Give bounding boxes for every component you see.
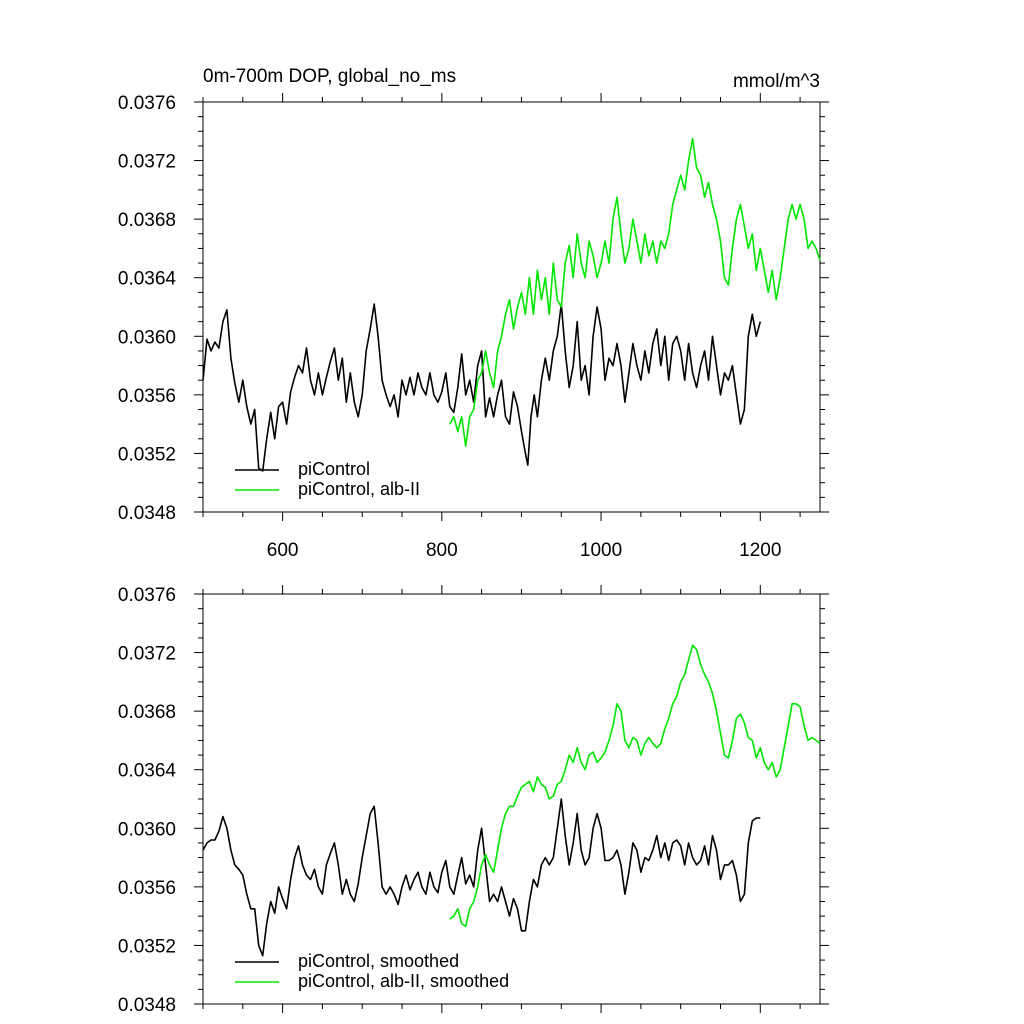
plot-frame [202, 101, 821, 513]
plot-frame [202, 593, 821, 1005]
y-tick-label: 0.0368 [118, 702, 176, 723]
y-tick-label: 0.0364 [118, 269, 177, 290]
y-tick-label: 0.0360 [118, 327, 176, 348]
y-tick-label: 0.0364 [118, 761, 177, 782]
y-tick-label: 0.0356 [118, 386, 176, 407]
legend-label: piControl, alb-II [298, 479, 420, 499]
series-line-picontrol-alb-ii [449, 137, 821, 447]
x-tick-label: 1000 [580, 540, 622, 561]
y-tick-label: 0.0356 [118, 878, 176, 899]
series-line-picontrol-smoothed [202, 798, 761, 957]
y-tick-label: 0.0368 [118, 210, 176, 231]
figure-title: 0m-700m DOP, global_no_ms [203, 66, 456, 87]
y-tick-label: 0.0352 [118, 444, 176, 465]
x-tick-label: 600 [267, 540, 299, 561]
y-tick-label: 0.0348 [118, 503, 176, 524]
x-tick-label: 1200 [739, 540, 781, 561]
y-tick-label: 0.0376 [118, 585, 176, 606]
units-label: mmol/m^3 [733, 71, 820, 92]
y-tick-label: 0.0372 [118, 644, 176, 665]
top-panel: 0.0348 0.0352 0.0356 0.0360 0.0364 0.0368 0.03… [118, 93, 829, 561]
legend-label: piControl [298, 459, 370, 479]
y-tick-label: 0.0352 [118, 936, 176, 957]
y-tick-label: 0.0372 [118, 152, 176, 173]
legend-label: piControl, smoothed [298, 951, 459, 971]
legend-label: piControl, alb-II, smoothed [298, 971, 509, 991]
bottom-panel: 0.0348 0.0352 0.0356 0.0360 0.0364 0.0368 0.03… [118, 585, 829, 1016]
series-line-picontrol [202, 303, 762, 472]
y-tick-label: 0.0360 [118, 819, 176, 840]
series-line-picontrol-alb-ii-smoothed [449, 644, 821, 928]
x-tick-label: 800 [426, 540, 458, 561]
y-tick-label: 0.0348 [118, 995, 176, 1016]
y-tick-label: 0.0376 [118, 93, 176, 114]
